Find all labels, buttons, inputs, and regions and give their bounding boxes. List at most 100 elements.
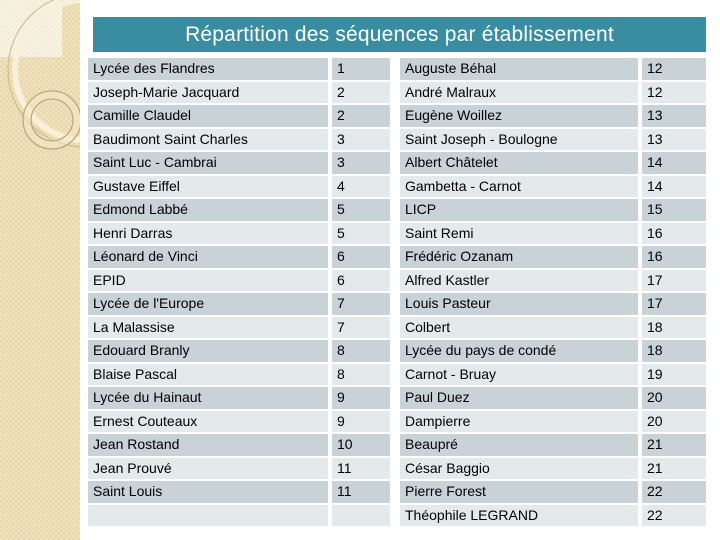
sequence-count: 9 — [332, 387, 390, 409]
table-row: Alfred Kastler 17 — [400, 269, 706, 291]
sequence-count — [332, 504, 390, 526]
table-row: Lycée du pays de condé 18 — [400, 340, 706, 362]
table-row: Albert Châtelet 14 — [400, 152, 706, 174]
establishment-name: Lycée du Hainaut — [88, 387, 328, 409]
table-row: André Malraux 12 — [400, 81, 706, 103]
sequence-count: 5 — [332, 199, 390, 221]
establishment-name: EPID — [88, 269, 328, 291]
table-row: Saint Louis 11 — [88, 481, 390, 503]
sequence-count: 19 — [642, 363, 706, 385]
table-row: Saint Remi 16 — [400, 222, 706, 244]
establishment-name: César Baggio — [400, 457, 638, 479]
establishment-name: Albert Châtelet — [400, 152, 638, 174]
establishment-name: La Malassise — [88, 316, 328, 338]
sequence-count: 8 — [332, 363, 390, 385]
establishment-name: LICP — [400, 199, 638, 221]
establishment-name: Saint Louis — [88, 481, 328, 503]
table-row: Théophile LEGRAND 22 — [400, 504, 706, 526]
establishment-name: Beaupré — [400, 434, 638, 456]
table-row: Beaupré 21 — [400, 434, 706, 456]
sequence-count: 5 — [332, 222, 390, 244]
establishment-name: Jean Prouvé — [88, 457, 328, 479]
table-row: César Baggio 21 — [400, 457, 706, 479]
establishment-name: Ernest Couteaux — [88, 410, 328, 432]
table-row: Eugène Woillez 13 — [400, 105, 706, 127]
table-row: Lycée des Flandres 1 — [88, 58, 390, 80]
table-row: Paul Duez 20 — [400, 387, 706, 409]
table-row: Baudimont Saint Charles 3 — [88, 128, 390, 150]
establishment-name: Lycée du pays de condé — [400, 340, 638, 362]
sequence-count: 12 — [642, 81, 706, 103]
sequence-count: 21 — [642, 457, 706, 479]
establishment-name: Alfred Kastler — [400, 269, 638, 291]
table-row: Lycée du Hainaut 9 — [88, 387, 390, 409]
table-row: Gambetta - Carnot 14 — [400, 175, 706, 197]
sequence-count: 2 — [332, 81, 390, 103]
sequence-count: 12 — [642, 58, 706, 80]
table-row: Dampierre 20 — [400, 410, 706, 432]
establishment-name — [88, 504, 328, 526]
sequence-count: 20 — [642, 410, 706, 432]
table-row: LICP 15 — [400, 199, 706, 221]
sequence-count: 3 — [332, 152, 390, 174]
table-left: Lycée des Flandres 1 Joseph-Marie Jacquard… — [88, 58, 390, 528]
sequence-count: 18 — [642, 316, 706, 338]
establishment-name: Camille Claudel — [88, 105, 328, 127]
sequence-count: 16 — [642, 246, 706, 268]
establishment-name: Lycée de l'Europe — [88, 293, 328, 315]
sequence-count: 6 — [332, 269, 390, 291]
establishment-name: Colbert — [400, 316, 638, 338]
sequence-count: 22 — [642, 504, 706, 526]
sequence-count: 11 — [332, 457, 390, 479]
establishment-name: André Malraux — [400, 81, 638, 103]
table-row: Pierre Forest 22 — [400, 481, 706, 503]
table-row: Léonard de Vinci 6 — [88, 246, 390, 268]
sequence-count: 11 — [332, 481, 390, 503]
sequence-count: 13 — [642, 128, 706, 150]
establishment-name: Edouard Branly — [88, 340, 328, 362]
establishment-name: Louis Pasteur — [400, 293, 638, 315]
table-row: Frédéric Ozanam 16 — [400, 246, 706, 268]
table-right: Auguste Béhal 12 André Malraux 12 Eugène Woi… — [400, 58, 706, 528]
sequence-count: 16 — [642, 222, 706, 244]
table-row: Ernest Couteaux 9 — [88, 410, 390, 432]
table-row: Saint Joseph - Boulogne 13 — [400, 128, 706, 150]
sequence-count: 6 — [332, 246, 390, 268]
table-row: Camille Claudel 2 — [88, 105, 390, 127]
sequence-count: 14 — [642, 152, 706, 174]
establishment-name: Léonard de Vinci — [88, 246, 328, 268]
table-row: Gustave Eiffel 4 — [88, 175, 390, 197]
table-row: Carnot - Bruay 19 — [400, 363, 706, 385]
establishment-name: Blaise Pascal — [88, 363, 328, 385]
sequence-count: 21 — [642, 434, 706, 456]
table-row: Louis Pasteur 17 — [400, 293, 706, 315]
sequence-count: 20 — [642, 387, 706, 409]
table-row: Edouard Branly 8 — [88, 340, 390, 362]
establishment-name: Dampierre — [400, 410, 638, 432]
establishment-name: Pierre Forest — [400, 481, 638, 503]
sequence-count: 8 — [332, 340, 390, 362]
establishment-name: Joseph-Marie Jacquard — [88, 81, 328, 103]
establishment-name: Edmond Labbé — [88, 199, 328, 221]
table-row: La Malassise 7 — [88, 316, 390, 338]
table-row: Joseph-Marie Jacquard 2 — [88, 81, 390, 103]
sequence-count: 1 — [332, 58, 390, 80]
sequence-count: 10 — [332, 434, 390, 456]
table-row: Auguste Béhal 12 — [400, 58, 706, 80]
table-row: Colbert 18 — [400, 316, 706, 338]
sequence-count: 13 — [642, 105, 706, 127]
sequence-count: 22 — [642, 481, 706, 503]
establishment-name: Théophile LEGRAND — [400, 504, 638, 526]
table-row: Edmond Labbé 5 — [88, 199, 390, 221]
establishment-name: Gustave Eiffel — [88, 175, 328, 197]
establishment-name: Frédéric Ozanam — [400, 246, 638, 268]
establishment-name: Saint Remi — [400, 222, 638, 244]
slide-title: Répartition des séquences par établissem… — [93, 17, 706, 52]
sequence-count: 17 — [642, 293, 706, 315]
sequence-count: 17 — [642, 269, 706, 291]
establishment-name: Lycée des Flandres — [88, 58, 328, 80]
establishment-name: Carnot - Bruay — [400, 363, 638, 385]
establishment-name: Jean Rostand — [88, 434, 328, 456]
sequence-count: 2 — [332, 105, 390, 127]
